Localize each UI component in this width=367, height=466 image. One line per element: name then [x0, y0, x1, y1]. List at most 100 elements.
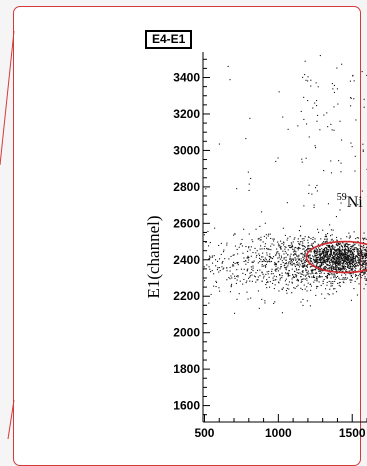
data-point — [245, 246, 246, 247]
data-point — [284, 265, 285, 266]
data-point — [305, 270, 306, 271]
data-point — [305, 61, 306, 62]
data-point — [319, 254, 320, 255]
data-point — [304, 254, 305, 255]
data-point — [308, 193, 309, 194]
data-point — [307, 251, 308, 252]
data-point — [334, 288, 335, 289]
x-tick-label: 1500 — [339, 426, 366, 439]
data-point — [357, 252, 358, 253]
data-point — [265, 258, 266, 259]
data-point — [301, 279, 302, 280]
data-point — [344, 279, 345, 280]
data-point — [298, 259, 299, 260]
data-point — [341, 252, 342, 253]
data-point — [330, 281, 331, 282]
data-point — [339, 269, 340, 270]
data-point — [229, 278, 230, 279]
data-point — [314, 207, 315, 208]
y-tick-label: 2200 — [173, 289, 200, 303]
data-point — [354, 270, 355, 271]
data-point — [298, 241, 299, 242]
data-point — [327, 282, 328, 283]
data-point — [265, 243, 266, 244]
data-point — [288, 245, 289, 246]
data-point — [323, 115, 324, 116]
data-point — [323, 281, 324, 282]
data-point — [353, 288, 354, 289]
data-point — [312, 263, 313, 264]
data-point — [359, 255, 360, 256]
data-point — [252, 252, 253, 253]
data-point — [286, 269, 287, 270]
data-point — [349, 250, 350, 251]
data-point — [341, 258, 342, 259]
data-point — [298, 265, 299, 266]
data-point — [271, 271, 272, 272]
data-point — [311, 277, 312, 278]
data-point — [251, 275, 252, 276]
data-point — [283, 262, 284, 263]
data-point — [313, 277, 314, 278]
data-point — [326, 251, 327, 252]
data-point — [269, 287, 270, 288]
data-point — [357, 278, 358, 279]
data-point — [330, 255, 331, 256]
data-point — [242, 273, 243, 274]
data-point — [319, 249, 320, 250]
data-point — [322, 276, 323, 277]
data-point — [302, 241, 303, 242]
data-point — [249, 118, 250, 119]
data-point — [363, 253, 364, 254]
data-point — [342, 265, 343, 266]
data-point — [235, 234, 236, 235]
data-point — [326, 261, 327, 262]
data-point — [278, 267, 279, 268]
data-point — [268, 248, 269, 249]
data-point — [332, 264, 333, 265]
data-point — [358, 265, 359, 266]
data-point — [303, 275, 304, 276]
data-point — [347, 278, 348, 279]
data-point — [324, 257, 325, 258]
data-point — [315, 255, 316, 256]
data-point — [294, 271, 295, 272]
data-point — [253, 270, 254, 271]
data-point — [276, 254, 277, 255]
data-point — [209, 269, 210, 270]
data-point — [333, 240, 334, 241]
data-point — [307, 274, 308, 275]
data-point — [286, 293, 287, 294]
data-point — [313, 282, 314, 283]
data-point — [315, 187, 316, 188]
data-point — [331, 259, 332, 260]
data-point — [294, 239, 295, 240]
data-point — [349, 260, 350, 261]
data-point — [248, 246, 249, 247]
data-point — [266, 279, 267, 280]
data-point — [188, 281, 189, 282]
data-point — [345, 256, 346, 257]
data-point — [295, 260, 296, 261]
data-point — [286, 284, 287, 285]
data-point — [307, 300, 308, 301]
data-point — [364, 233, 365, 234]
data-point — [303, 97, 304, 98]
data-point — [291, 264, 292, 265]
data-point — [211, 294, 212, 295]
data-point — [335, 265, 336, 266]
data-point — [318, 244, 319, 245]
data-point — [259, 270, 260, 271]
data-point — [301, 281, 302, 282]
data-point — [349, 238, 350, 239]
data-point — [228, 277, 229, 278]
data-point — [300, 288, 301, 289]
data-point — [247, 292, 248, 293]
data-point — [280, 241, 281, 242]
data-point — [182, 233, 183, 234]
data-point — [201, 251, 202, 252]
data-point — [251, 269, 252, 270]
data-point — [355, 238, 356, 239]
data-point — [267, 261, 268, 262]
data-point — [323, 260, 324, 261]
